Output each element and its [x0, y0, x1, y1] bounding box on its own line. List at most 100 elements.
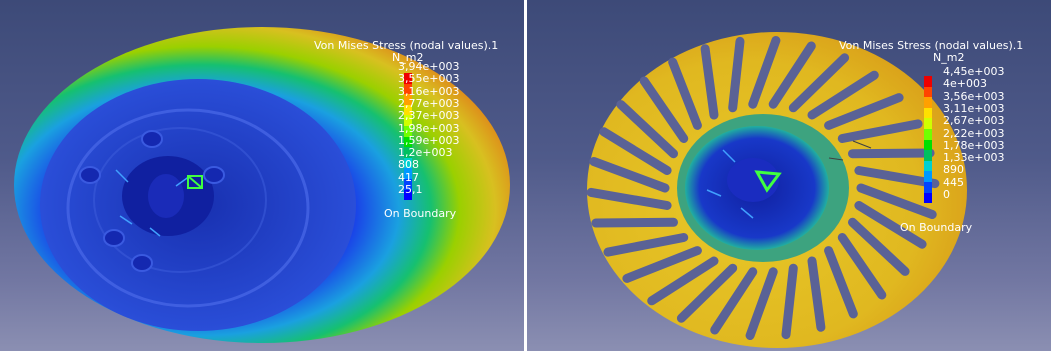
color-swatch — [924, 139, 932, 151]
vent-slot — [824, 246, 858, 319]
color-swatch — [404, 178, 412, 190]
vent-slot — [710, 267, 758, 335]
legend-value: 1,78e+003 — [943, 138, 1005, 152]
color-swatch — [404, 73, 412, 84]
color-swatch — [924, 97, 932, 108]
legend-value: 4e+003 — [943, 77, 987, 91]
legend-value: 445 — [943, 175, 964, 189]
color-swatch — [924, 118, 932, 129]
legend-value: 1,33e+003 — [943, 151, 1005, 165]
color-swatch — [924, 171, 932, 182]
legend-value: 3,55e+003 — [398, 72, 460, 86]
vent-slot — [807, 70, 879, 120]
legend-value: 3,94e+003 — [398, 60, 460, 73]
color-swatch — [404, 115, 412, 126]
vent-slot — [837, 119, 923, 143]
vent-slot — [700, 44, 719, 120]
vent-slot — [603, 233, 689, 257]
load-marker-icon[interactable] — [754, 170, 782, 193]
vent-slot — [676, 263, 738, 323]
legend-value: 2,77e+003 — [398, 96, 460, 110]
legend-boundary-label: On Boundary — [384, 207, 457, 220]
bolt-hole — [79, 166, 101, 184]
vent-slot — [848, 217, 910, 276]
vented-disc-stress-model[interactable] — [527, 0, 1051, 351]
legend-value: 2,37e+003 — [398, 109, 460, 123]
panel-divider — [524, 0, 527, 351]
legend-boundary-label: On Boundary — [900, 221, 973, 234]
legend-value: 808 — [398, 158, 419, 172]
vent-slot — [768, 41, 816, 109]
vent-slot — [639, 76, 689, 143]
color-swatch — [924, 181, 932, 193]
vent-slots — [586, 36, 940, 340]
vent-slot — [748, 36, 781, 109]
color-swatch — [924, 128, 932, 140]
color-swatch — [404, 136, 412, 148]
color-swatch — [924, 160, 932, 172]
color-swatch — [404, 104, 412, 116]
constraint-arrows — [706, 149, 754, 219]
color-swatch — [924, 86, 932, 98]
vent-slot — [647, 256, 719, 306]
vent-slot — [728, 36, 745, 113]
load-marker-icon[interactable] — [187, 175, 203, 189]
vent-slot — [616, 100, 678, 159]
vent-slot — [599, 127, 672, 175]
left-viewport[interactable]: Von Mises Stress (nodal values).1 N_m2 3… — [0, 0, 524, 351]
vent-slot — [854, 201, 927, 249]
color-swatch — [404, 147, 412, 158]
color-swatch — [404, 125, 412, 137]
bolt-hole — [203, 166, 225, 184]
legend-unit: N_m2 — [392, 51, 424, 64]
vent-slot — [807, 256, 826, 332]
vent-slot — [745, 267, 778, 340]
legend-value: 25,1 — [398, 183, 423, 196]
bolt-hole — [103, 229, 125, 247]
face-ring-outer — [66, 108, 310, 308]
color-swatch — [404, 157, 412, 169]
right-viewport[interactable]: Von Mises Stress (nodal values).1 N_m2 4… — [527, 0, 1051, 351]
vent-slot — [622, 246, 702, 283]
legend-value: 2,22e+003 — [943, 126, 1005, 140]
color-swatch — [924, 76, 932, 87]
legend-value: 4,45e+003 — [943, 65, 1005, 78]
color-swatch — [404, 94, 412, 105]
legend-value: 1,2e+003 — [398, 146, 453, 160]
vent-slot — [837, 233, 887, 300]
legend-value: 1,59e+003 — [398, 133, 460, 147]
vent-slot — [668, 57, 702, 130]
vent-slot — [824, 93, 904, 130]
bolt-hole — [141, 130, 163, 148]
bolt-hole — [131, 254, 153, 272]
color-swatch — [404, 168, 412, 179]
legend-value: 3,11e+003 — [943, 101, 1005, 115]
vent-slot — [788, 53, 850, 113]
color-scale-bar — [924, 76, 932, 204]
legend-value: 0 — [943, 188, 950, 201]
color-swatch — [404, 189, 412, 201]
legend-value: 417 — [398, 170, 419, 184]
legend-value: 3,16e+003 — [398, 84, 460, 98]
vent-slot — [586, 187, 672, 210]
legend-value: 890 — [943, 163, 964, 177]
color-swatch — [404, 83, 412, 95]
hub-center — [727, 158, 779, 202]
vent-slot — [856, 183, 937, 219]
wheel-stress-model[interactable] — [0, 0, 524, 351]
face-ring-inner — [93, 127, 267, 273]
color-swatch — [924, 107, 932, 119]
color-scale-bar — [404, 73, 412, 201]
color-swatch — [924, 150, 932, 161]
legend-title: Von Mises Stress (nodal values).1 — [314, 39, 499, 52]
legend-title: Von Mises Stress (nodal values).1 — [839, 39, 1024, 52]
color-swatch — [924, 192, 932, 204]
hub-bore — [148, 174, 184, 218]
vent-slot — [591, 217, 678, 228]
legend-value: 1,98e+003 — [398, 121, 460, 135]
vent-slot — [854, 166, 940, 189]
legend-unit: N_m2 — [933, 51, 965, 64]
vent-slot — [589, 157, 670, 193]
vent-slot — [848, 148, 935, 159]
